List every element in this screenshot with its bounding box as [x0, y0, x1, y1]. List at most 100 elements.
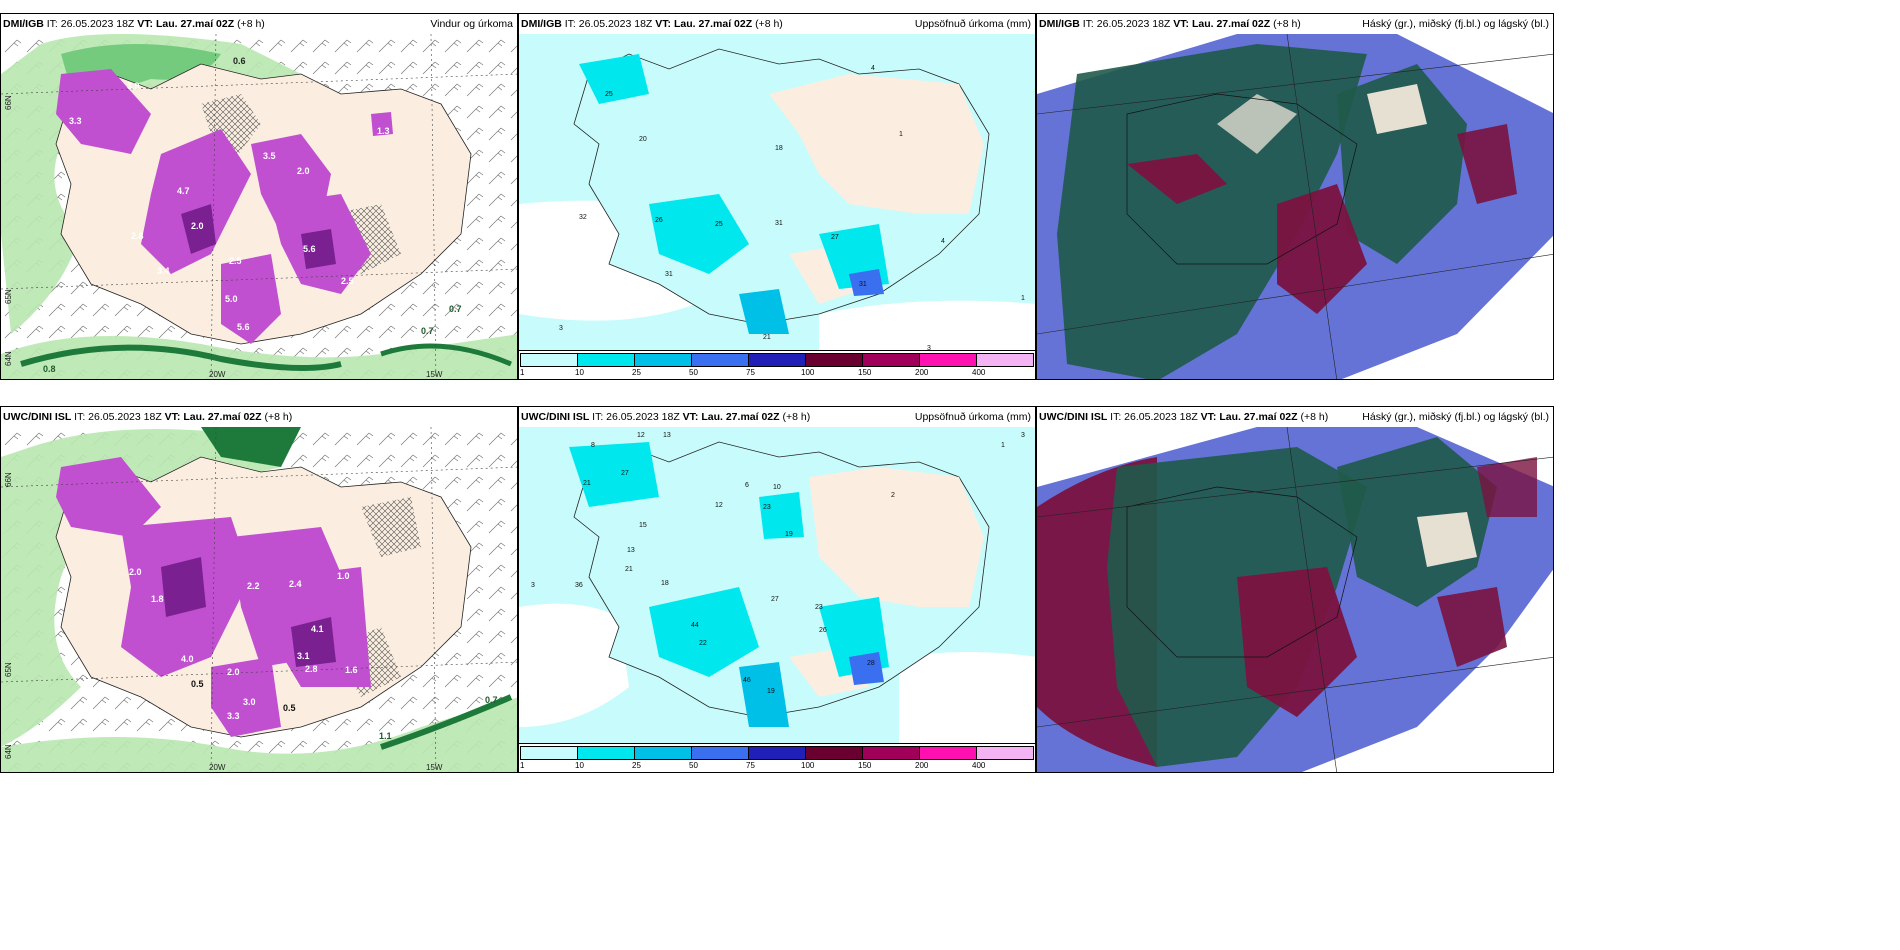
colorbar-cell [748, 746, 806, 760]
panel-title: Uppsöfnuð úrkoma (mm) [914, 18, 1031, 30]
value-label: 8 [591, 442, 595, 449]
colorbar-tick: 200 [915, 761, 929, 770]
value-label: 31 [859, 281, 867, 288]
value-label: 3 [927, 345, 931, 352]
valid-time: Lau. 27.maí 02Z [1219, 411, 1298, 423]
colorbar: 1 10 25 50 75 100 150 200 400 [519, 350, 1035, 379]
lead-time: (+8 h) [782, 411, 811, 423]
valid-time: Lau. 27.maí 02Z [701, 411, 780, 423]
valid-time: Lau. 27.maí 02Z [1191, 18, 1271, 30]
colorbar-cell [577, 746, 635, 760]
value-label: 5.6 [303, 244, 316, 254]
lat-label-64: 64N [4, 351, 13, 366]
value-label: 12 [637, 432, 645, 439]
map-panel-uwc-accum: UWC/DINI ISL IT: 26.05.2023 18Z VT: Lau.… [518, 406, 1036, 773]
value-label: 31 [775, 220, 783, 227]
value-label: 23 [815, 604, 823, 611]
value-label: 0.5 [283, 703, 296, 713]
value-label: 18 [661, 580, 669, 587]
cloud-map [1037, 34, 1553, 379]
lead-time: (+8 h) [264, 411, 293, 423]
map-panel-dmi-wind: DMI/IGB IT: 26.05.2023 18Z VT: Lau. 27.m… [0, 13, 518, 380]
init-time: IT: 26.05.2023 18Z [592, 411, 680, 423]
value-label: 0.8 [43, 364, 56, 374]
value-label: 26 [655, 217, 663, 224]
lat-label-64: 64N [4, 744, 13, 759]
value-label: 31 [665, 271, 673, 278]
lead-time: (+8 h) [1273, 18, 1301, 30]
lat-label-65: 65N [4, 289, 13, 304]
panel-header: UWC/DINI ISL IT: 26.05.2023 18Z VT: Lau.… [1, 407, 517, 427]
colorbar-tick: 50 [689, 761, 698, 770]
value-label: 1.1 [379, 731, 392, 741]
value-label: 22 [699, 640, 707, 647]
model-name: UWC/DINI ISL [3, 411, 72, 423]
lat-label-66: 66N [4, 472, 13, 487]
colorbar-tick: 200 [915, 368, 929, 377]
value-label: 1 [1021, 295, 1025, 302]
valid-time: Lau. 27.maí 02Z [155, 18, 235, 30]
value-label: 21 [583, 480, 591, 487]
colorbar-cell [976, 353, 1034, 367]
colorbar-tick: 75 [746, 368, 755, 377]
colorbar-cell [805, 353, 863, 367]
value-label: 15 [639, 522, 647, 529]
value-label: 4.7 [177, 186, 190, 196]
colorbar-cell [520, 353, 578, 367]
lead-time: (+8 h) [1300, 411, 1329, 423]
valid-time: Lau. 27.maí 02Z [673, 18, 753, 30]
colorbar-tick: 1 [520, 368, 525, 377]
colorbar-cell [691, 746, 749, 760]
init-time: IT: 26.05.2023 18Z [46, 18, 135, 30]
colorbar-cell [634, 746, 692, 760]
colorbar-tick: 50 [689, 368, 698, 377]
colorbar: 1 10 25 50 75 100 150 200 400 [519, 743, 1035, 772]
value-label: 3.4 [157, 266, 170, 276]
value-label: 1.8 [151, 594, 164, 604]
value-label: 20 [639, 136, 647, 143]
value-label: 13 [627, 547, 635, 554]
value-label: 0.7 [449, 304, 462, 314]
value-label: 1 [1001, 442, 1005, 449]
value-label: 2.8 [305, 664, 318, 674]
colorbar-cell [634, 353, 692, 367]
colorbar-cell [919, 746, 977, 760]
value-label: 2.0 [227, 667, 240, 677]
value-label: 44 [691, 622, 699, 629]
colorbar-cell [748, 353, 806, 367]
value-label: 19 [785, 531, 793, 538]
value-label: 4.1 [311, 624, 324, 634]
panel-title: Uppsöfnuð úrkoma (mm) [914, 411, 1031, 423]
map-panel-dmi-accum: DMI/IGB IT: 26.05.2023 18Z VT: Lau. 27.m… [518, 13, 1036, 380]
lat-label-65: 65N [4, 662, 13, 677]
colorbar-tick: 150 [858, 761, 872, 770]
value-label: 13 [663, 432, 671, 439]
value-label: 3.3 [69, 116, 82, 126]
value-label: 3.5 [263, 151, 276, 161]
cloud-map [1037, 427, 1553, 772]
panel-title: Háský (gr.), miðský (fj.bl.) og lágský (… [1362, 18, 1549, 30]
panel-header: UWC/DINI ISL IT: 26.05.2023 18Z VT: Lau.… [519, 407, 1035, 427]
value-label: 5.6 [237, 322, 250, 332]
value-label: 0.6 [233, 56, 246, 66]
value-label: 46 [743, 677, 751, 684]
colorbar-cell [862, 353, 920, 367]
value-label: 2 [891, 492, 895, 499]
value-label: 1.6 [345, 665, 358, 675]
value-label: 10 [773, 484, 781, 491]
value-label: 26 [819, 627, 827, 634]
value-label: 28 [867, 660, 875, 667]
value-label: 2.8 [131, 231, 144, 241]
colorbar-tick: 400 [972, 368, 986, 377]
value-label: 2.0 [191, 221, 204, 231]
model-name: UWC/DINI ISL [521, 411, 590, 423]
value-label: 19 [767, 688, 775, 695]
colorbar-cell [862, 746, 920, 760]
value-label: 2.0 [129, 567, 142, 577]
panel-title: Vindur og úrkoma [430, 18, 513, 30]
lon-label-20w: 20W [209, 370, 226, 379]
valid-label: VT: [1173, 18, 1190, 30]
value-label: 25 [715, 221, 723, 228]
colorbar-tick: 400 [972, 761, 986, 770]
value-label: 1.0 [337, 571, 350, 581]
